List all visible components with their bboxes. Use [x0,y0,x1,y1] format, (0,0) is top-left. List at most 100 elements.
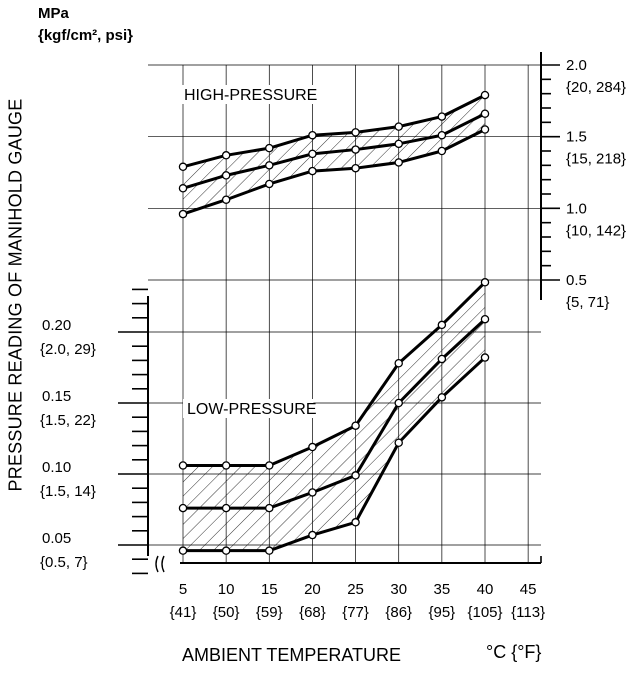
low-upper-point [265,461,274,470]
x-axis-label: AMBIENT TEMPERATURE [182,645,402,665]
x-tick-label: 10 [218,581,235,598]
tick-labels: HIGH-PRESSURE LOW-PRESSURE 2.0 {20, 284} 1.5… [40,57,626,621]
x-tick-label: 5 [179,581,187,598]
low-lower-point [265,546,274,555]
x-tick-sublabel: {68} [299,604,326,621]
low-middle-point [221,503,231,513]
high-middle-point [437,130,447,140]
high-upper-point [480,90,490,100]
axes [118,52,560,575]
low-middle-line [183,318,487,510]
high-middle-point [480,109,490,118]
low-lower-line [183,356,487,553]
low-lower-point [480,353,490,362]
low-middle-point [308,488,317,497]
high-upper-line [182,93,486,169]
x-tick-sublabel: {113} [511,604,545,621]
axis-break-mark [155,555,159,573]
low-upper-point [437,320,447,330]
high-middle-point [221,171,231,180]
y-axis-label-wrap: PRESSURE READING OF MANIHOLD GAUGE [4,50,28,540]
low-lower-point [437,393,447,402]
y-unit-mpa: MPa [38,5,69,22]
high-lower-line [182,128,486,216]
low-middle-point [265,503,274,513]
low-middle-point [178,503,188,513]
high-tick-label: 2.0 [566,57,587,74]
x-axis-unit: °C {°F} [486,642,542,662]
high-tick-sublabel: {5, 71} [566,294,609,311]
low-upper-point [308,442,317,452]
x-tick-label: 45 [520,581,537,598]
x-tick-label: 30 [390,581,407,598]
low-lower-point [178,546,188,555]
high-middle-point [178,184,188,193]
high-middle-point [394,139,403,149]
low-upper-point [480,278,490,287]
x-tick-label: 35 [434,581,451,598]
low-tick-label: 0.15 [42,388,71,405]
x-tick-sublabel: {105} [467,604,502,621]
x-tick-sublabel: {95} [428,604,455,621]
low-tick-label: 0.05 [42,530,71,547]
low-tick-sublabel: {0.5, 7} [40,554,88,571]
low-middle-point [480,314,490,324]
high-middle-line [182,112,486,190]
high-pressure-label-bg [180,85,321,104]
x-tick-label: 25 [347,581,364,598]
low-lower-point [308,530,317,540]
high-upper-point [351,128,360,137]
x-tick-sublabel: {50} [213,604,240,621]
high-pressure-label: HIGH-PRESSURE [184,87,317,104]
low-tick-label: 0.10 [42,459,71,476]
x-tick-sublabel: {41} [170,604,197,621]
high-lower-point [480,125,490,134]
low-pressure-band [183,282,485,551]
x-tick-sublabel: {86} [385,604,412,621]
low-tick-sublabel: {1.5, 14} [40,483,96,500]
high-tick-sublabel: {15, 218} [566,151,626,168]
high-tick-sublabel: {10, 142} [566,222,626,239]
low-middle-point [437,354,447,364]
x-tick-sublabel: {59} [256,604,283,621]
low-tick-sublabel: {2.0, 29} [40,341,96,358]
low-middle-point [394,398,403,408]
axis-break-mark [161,555,165,573]
low-lower-point [351,518,360,527]
low-lower-point [221,546,231,555]
x-tick-label: 20 [304,581,321,598]
low-upper-line [183,281,487,467]
low-upper-point [394,358,403,368]
low-upper-point [178,461,188,470]
high-upper-point [394,122,403,131]
high-tick-label: 1.5 [566,129,587,146]
high-lower-point [221,195,231,204]
high-lower-point [308,166,317,176]
high-tick-label: 1.0 [566,200,587,217]
x-tick-label: 15 [261,581,278,598]
low-upper-point [221,461,231,470]
low-middle-point [351,471,360,480]
high-upper-point [308,130,317,140]
low-upper-point [351,421,360,430]
low-tick-sublabel: {1.5, 22} [40,412,96,429]
high-upper-point [221,151,231,160]
high-lower-point [351,163,360,173]
high-tick-label: 0.5 [566,272,587,289]
y-unit-subunits: {kgf/cm², psi} [38,27,134,44]
x-tick-label: 40 [477,581,494,598]
high-lower-point [394,158,403,167]
y-axis-label: PRESSURE READING OF MANIHOLD GAUGE [5,98,26,492]
high-middle-point [351,145,360,154]
low-pressure-label: LOW-PRESSURE [187,401,317,418]
series-lines [178,90,490,555]
high-upper-point [437,112,447,121]
low-tick-label: 0.20 [42,317,71,334]
high-lower-point [265,179,274,189]
low-lower-point [394,438,403,448]
high-lower-point [437,146,447,156]
high-upper-point [178,162,188,172]
high-middle-point [265,161,274,170]
high-lower-point [178,209,188,219]
